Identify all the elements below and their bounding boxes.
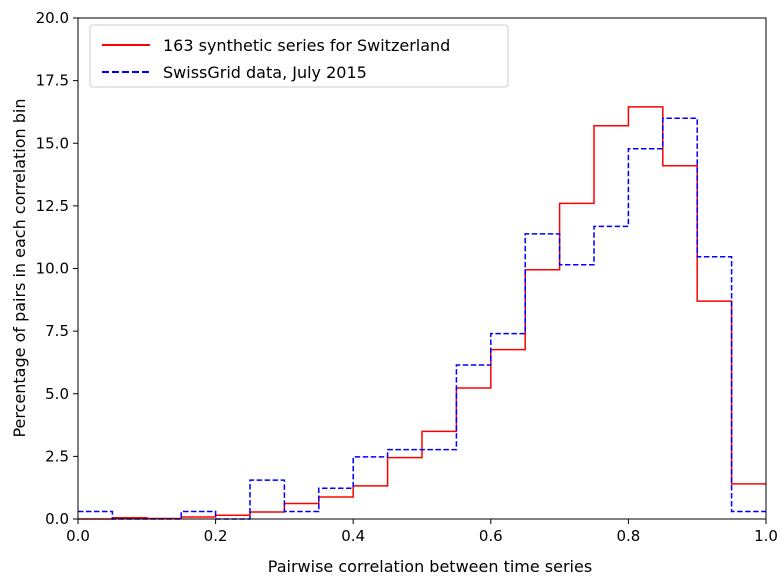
y-tick-label: 7.5 — [45, 322, 69, 340]
x-tick-label: 1.0 — [754, 527, 778, 545]
y-tick-label: 15.0 — [36, 134, 69, 152]
y-tick-label: 5.0 — [45, 385, 69, 403]
y-axis-label: Percentage of pairs in each correlation … — [10, 98, 29, 437]
x-tick-label: 0.8 — [616, 527, 640, 545]
axes: 0.0 0.2 0.4 0.6 0.8 1.0 0.0 2.5 5.0 7.5 10.0 12.5 15… — [36, 9, 778, 545]
y-tick-label: 10.0 — [36, 260, 69, 278]
y-tick-label: 17.5 — [36, 72, 69, 90]
legend: 163 synthetic series for Switzerland Swi… — [89, 24, 509, 88]
x-axis-label: Pairwise correlation between time series — [268, 557, 592, 576]
y-tick-label: 2.5 — [45, 447, 69, 465]
legend-label-swissgrid: SwissGrid data, July 2015 — [163, 63, 367, 82]
y-tick-label: 0.0 — [45, 510, 69, 528]
legend-box — [89, 24, 509, 88]
y-tick-label: 20.0 — [36, 9, 69, 27]
x-tick-label: 0.4 — [341, 527, 365, 545]
y-tick-label: 12.5 — [36, 197, 69, 215]
legend-label-synthetic: 163 synthetic series for Switzerland — [163, 36, 450, 55]
series-line-swissgrid — [78, 117, 766, 520]
x-tick-label: 0.2 — [204, 527, 228, 545]
x-tick-label: 0.6 — [479, 527, 503, 545]
series-line-synthetic — [78, 106, 766, 520]
series-layer — [78, 106, 766, 520]
x-tick-label: 0.0 — [66, 527, 90, 545]
